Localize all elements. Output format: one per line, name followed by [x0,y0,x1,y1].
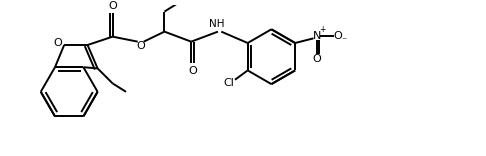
Text: ⁻: ⁻ [341,37,346,47]
Text: O: O [108,1,117,11]
Text: +: + [319,25,326,34]
Text: O: O [312,54,321,64]
Text: Cl: Cl [224,78,234,88]
Text: O: O [54,38,63,48]
Text: NH: NH [208,19,224,29]
Text: N: N [312,31,321,41]
Text: O: O [333,31,342,41]
Text: O: O [189,66,197,76]
Text: O: O [137,41,145,51]
